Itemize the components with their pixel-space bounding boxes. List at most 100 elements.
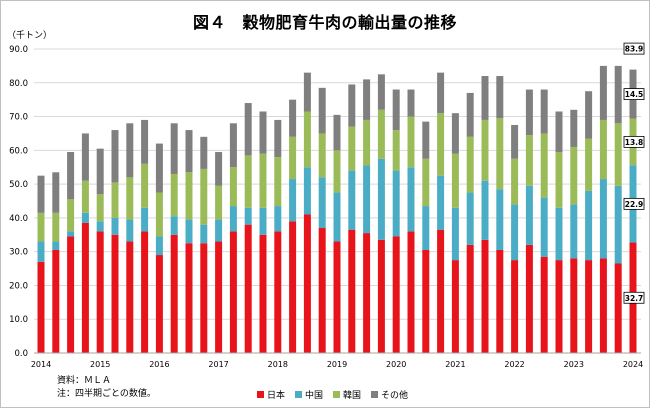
- bar-segment-other: [200, 136, 208, 169]
- bar-segment-japan: [141, 231, 149, 353]
- y-axis-unit-label: （千トン）: [7, 31, 53, 41]
- bar-segment-other: [126, 123, 134, 178]
- bar-segment-japan: [348, 229, 356, 353]
- bar-segment-japan: [451, 260, 459, 353]
- bar-segment-korea: [422, 158, 430, 207]
- bar-segment-china: [451, 207, 459, 261]
- bar-segment-korea: [200, 168, 208, 225]
- bar-segment-korea: [215, 185, 223, 220]
- bar-segment-korea: [585, 138, 593, 191]
- y-tick-label: 10.0: [9, 315, 28, 325]
- x-tick-label: 2019: [327, 360, 347, 369]
- bar-segment-other: [259, 111, 267, 154]
- bar-segment-china: [481, 180, 489, 240]
- bar-segment-japan: [185, 243, 193, 353]
- legend-swatch-other: [371, 391, 379, 398]
- bar-segment-china: [407, 167, 415, 232]
- bar-segment-japan: [289, 221, 297, 353]
- x-tick-label: 2020: [386, 360, 406, 369]
- bar-segment-japan: [407, 231, 415, 353]
- bar-segment-korea: [481, 119, 489, 181]
- bar-segment-china: [333, 192, 341, 242]
- x-tick-label: 2016: [149, 360, 169, 369]
- legend-label-other: その他: [381, 391, 409, 401]
- x-tick-label: 2022: [504, 360, 524, 369]
- bar-segment-other: [525, 89, 533, 136]
- bar-segment-korea: [437, 113, 445, 176]
- data-label-total-box: [623, 42, 645, 55]
- bar-segment-china: [67, 231, 75, 237]
- bar-segment-japan: [599, 258, 607, 353]
- y-tick-label: 20.0: [9, 281, 28, 291]
- bar-segment-japan: [52, 249, 60, 353]
- x-tick-label: 2017: [208, 360, 228, 369]
- bar-segment-china: [274, 206, 282, 232]
- bar-segment-china: [348, 170, 356, 230]
- bar-segment-other: [407, 89, 415, 117]
- bar-segment-korea: [377, 109, 385, 159]
- bar-segment-japan: [377, 239, 385, 353]
- bar-segment-japan: [392, 236, 400, 353]
- bar-segment-china: [155, 236, 163, 256]
- bar-segment-other: [451, 113, 459, 154]
- bar-segment-korea: [229, 167, 237, 207]
- legend-label-china: 中国: [305, 391, 324, 401]
- bar-segment-other: [52, 172, 60, 213]
- x-tick-label: 2015: [90, 360, 110, 369]
- bar-segment-korea: [170, 173, 178, 217]
- legend-item-china: 中国: [295, 388, 323, 401]
- bar-segment-other: [67, 152, 75, 200]
- bar-segment-japan: [511, 260, 519, 353]
- bar-segment-china: [363, 165, 371, 234]
- bar-segment-korea: [303, 111, 311, 168]
- legend-label-japan: 日本: [267, 391, 286, 401]
- data-label-korea-box: [623, 135, 645, 148]
- bar-segment-china: [377, 158, 385, 240]
- bar-segment-japan: [481, 239, 489, 353]
- bar-segment-china: [540, 197, 548, 257]
- bar-segment-japan: [437, 229, 445, 353]
- bar-segment-japan: [540, 256, 548, 353]
- y-tick-label: 50.0: [9, 180, 28, 190]
- bar-segment-japan: [96, 231, 104, 353]
- bar-segment-other: [274, 119, 282, 158]
- x-tick-label: 2024: [623, 360, 643, 369]
- bar-segment-china: [422, 206, 430, 250]
- bar-segment-korea: [540, 133, 548, 198]
- bar-segment-china: [289, 179, 297, 222]
- bar-segment-other: [215, 152, 223, 186]
- bar-segment-china: [111, 217, 119, 235]
- bar-segment-china: [229, 206, 237, 232]
- bar-segment-japan: [111, 234, 119, 353]
- bar-segment-japan: [333, 241, 341, 353]
- bar-segment-korea: [185, 172, 193, 220]
- bar-segment-korea: [67, 199, 75, 232]
- bar-segment-other: [481, 76, 489, 120]
- y-tick-label: 40.0: [9, 214, 28, 224]
- bar-segment-china: [437, 175, 445, 230]
- x-tick-label: 2018: [268, 360, 288, 369]
- x-tick-label: 2021: [445, 360, 465, 369]
- bar-segment-china: [52, 241, 60, 250]
- bar-segment-japan: [259, 234, 267, 353]
- bar-segment-korea: [555, 152, 563, 208]
- bar-segment-other: [363, 79, 371, 120]
- bar-segment-japan: [496, 249, 504, 353]
- bar-segment-other: [318, 87, 326, 134]
- data-label-korea: 13.8: [625, 138, 644, 147]
- bar-segment-other: [348, 84, 356, 127]
- bar-segment-japan: [525, 244, 533, 353]
- chart-legend: 日本 中国 韓国 その他: [257, 388, 408, 401]
- bar-segment-japan: [363, 233, 371, 353]
- bar-segment-korea: [141, 163, 149, 208]
- bar-segment-other: [111, 130, 119, 183]
- bar-segment-korea: [363, 119, 371, 166]
- bar-segment-other: [244, 103, 252, 156]
- bar-segment-korea: [274, 157, 282, 207]
- bar-segment-japan: [318, 228, 326, 353]
- bar-segment-china: [585, 190, 593, 261]
- bar-segment-other: [229, 123, 237, 168]
- bar-segment-china: [215, 219, 223, 242]
